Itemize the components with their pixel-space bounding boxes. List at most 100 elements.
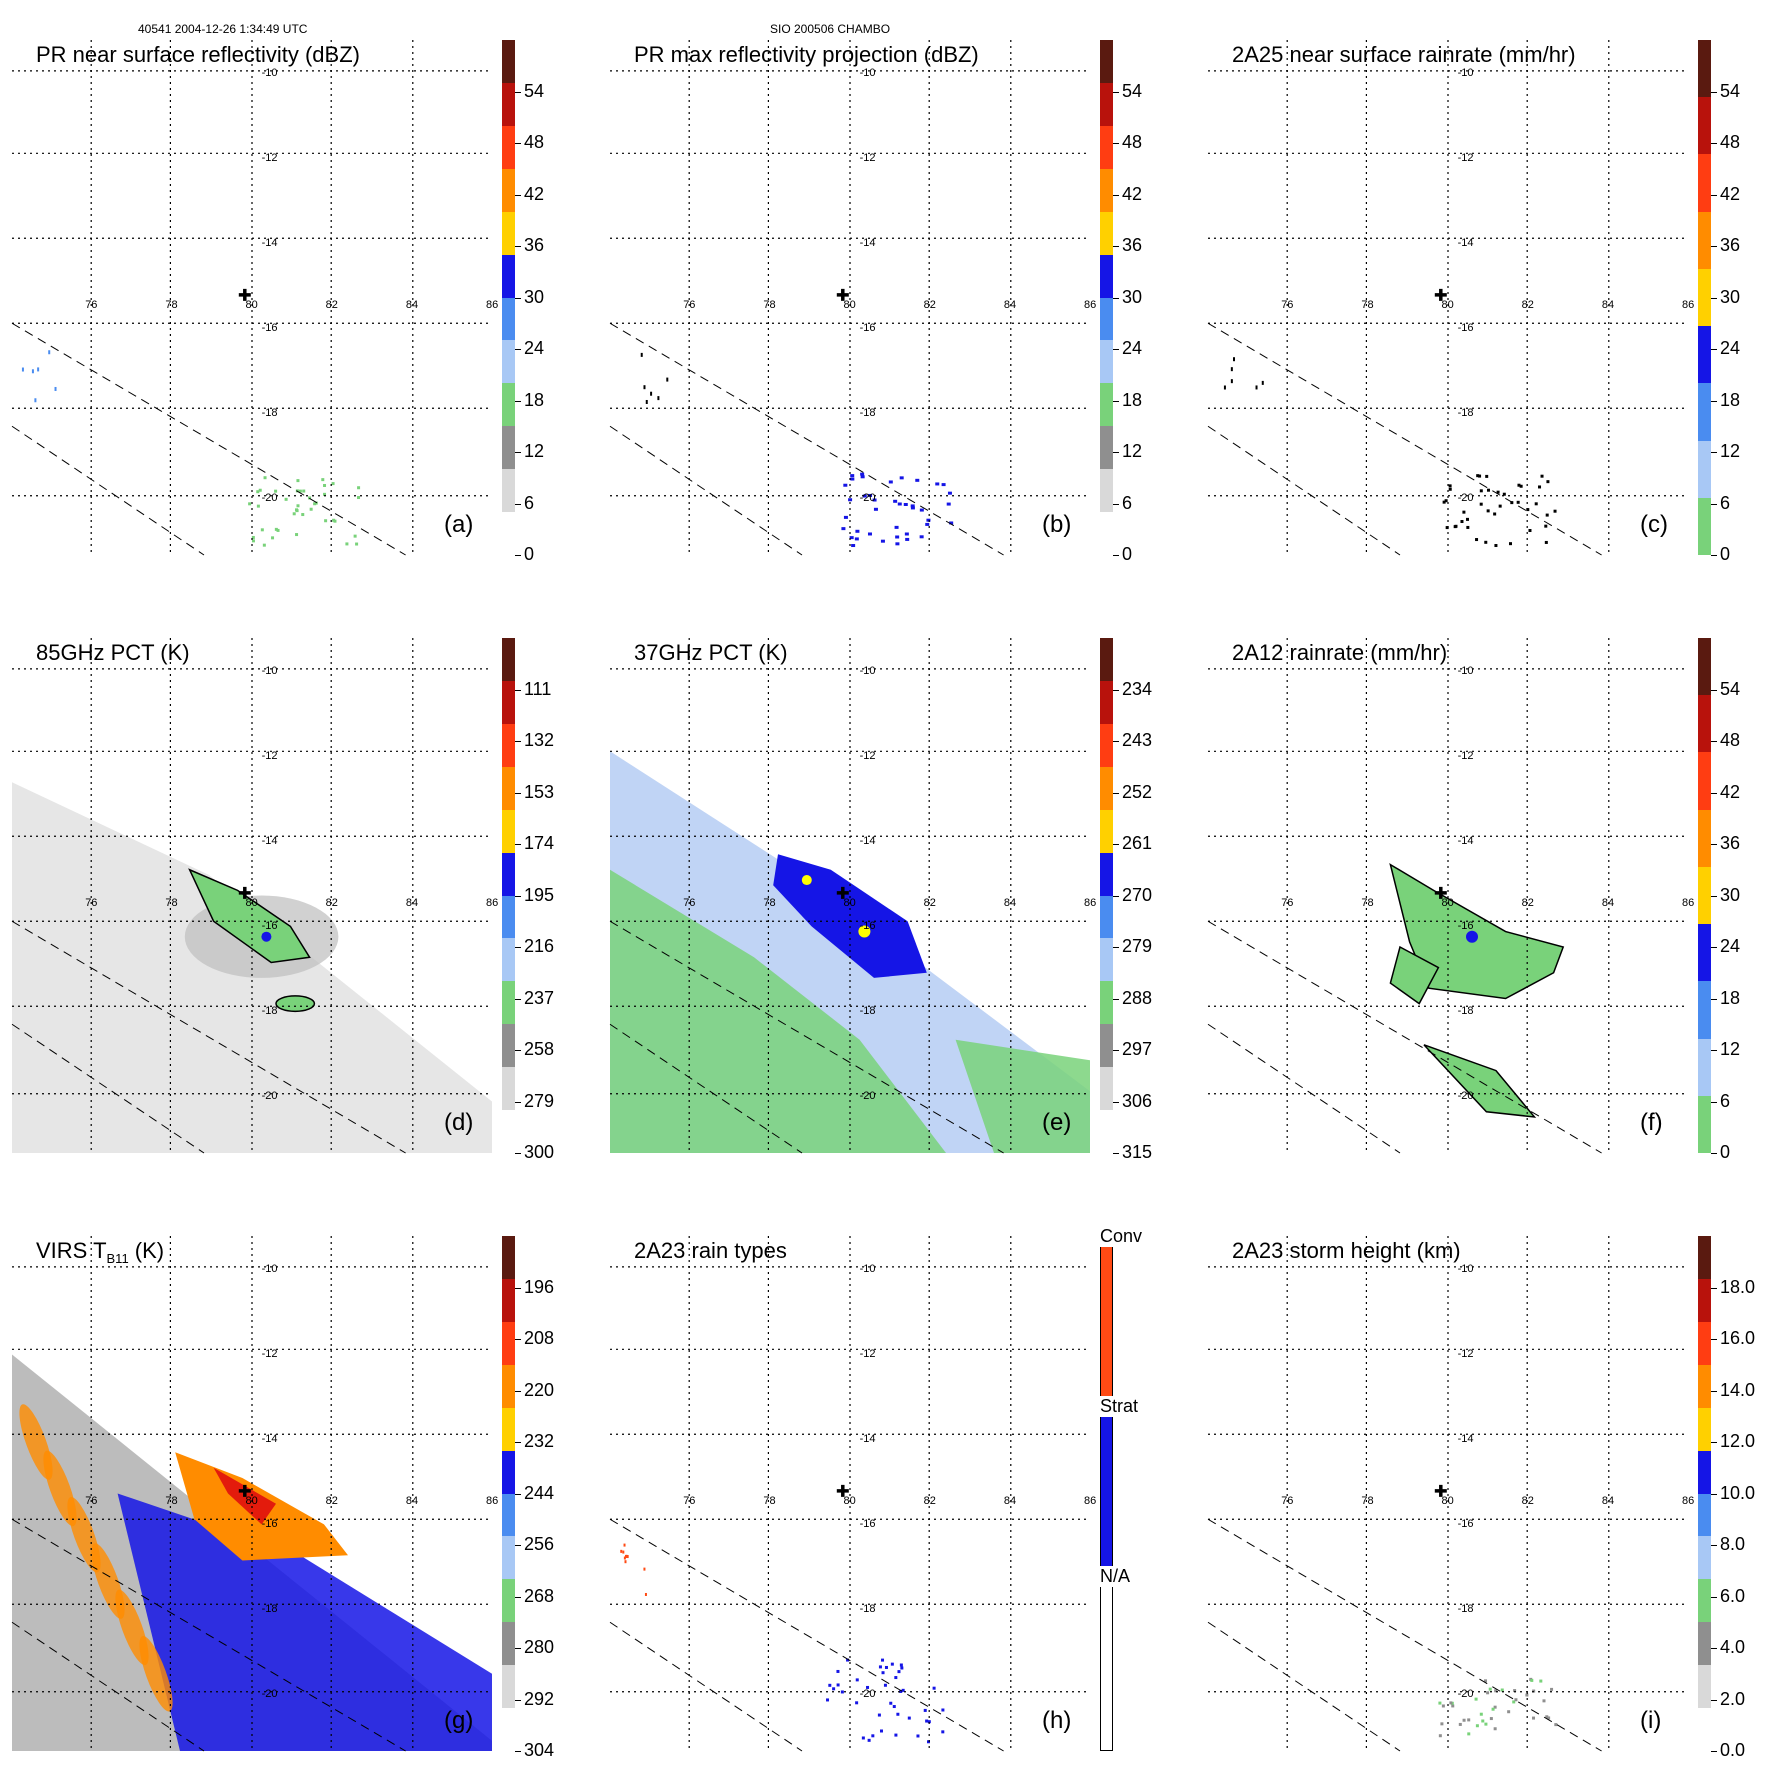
- lon-label: 84: [406, 897, 418, 909]
- colorbar-tick: [515, 503, 521, 505]
- colorbar-segment: [1100, 512, 1113, 556]
- colorbar-segment: [1698, 1095, 1711, 1154]
- colorbar-segment: [1698, 1493, 1711, 1537]
- colorbar-tick-label: 0.0: [1720, 1740, 1746, 1760]
- colorbar-segment: [1698, 1038, 1711, 1097]
- lat-label: -10: [1458, 665, 1474, 677]
- colorbar-tick-label: 208: [524, 1328, 555, 1348]
- colorbar-tick-label: 174: [524, 833, 555, 853]
- colorbar-tick-label: 111: [524, 678, 552, 699]
- lat-label: -20: [860, 1090, 876, 1102]
- map-g: 76 78 80 82 84 86 -10 -12 -14 -16 -18 -20: [11, 1236, 498, 1752]
- colorbar-tick: [515, 1390, 521, 1392]
- colorbar-segment: [502, 383, 515, 427]
- colorbar-tick: [1711, 1648, 1717, 1649]
- colorbar-tick-label: 279: [524, 1090, 555, 1111]
- colorbar-tick: [515, 1648, 521, 1649]
- colorbar-tick: [1711, 689, 1717, 691]
- colorbar-segment: [1100, 981, 1113, 1025]
- colorbar-tick-label: 268: [524, 1585, 555, 1606]
- colorbar-segment: [1100, 852, 1113, 896]
- colorbar-tick: [1711, 452, 1717, 453]
- colorbar-tick: [1711, 1101, 1717, 1103]
- colorbar-tick: [1711, 741, 1717, 742]
- lon-label: 76: [85, 897, 97, 909]
- colorbar-tick: [515, 1545, 521, 1546]
- lat-label: -12: [1458, 750, 1474, 762]
- colorbar-segment: [502, 1236, 515, 1280]
- colorbar-tick: [1711, 1390, 1717, 1392]
- colorbar-tick-label: 304: [524, 1740, 555, 1760]
- colorbar-tick-label: 234: [1122, 678, 1153, 699]
- colorbar-tick: [1711, 1287, 1717, 1289]
- colorbar-tick-label: 306: [1122, 1090, 1153, 1111]
- lat-label: -16: [262, 322, 278, 334]
- lat-label: -14: [262, 237, 278, 249]
- colorbar-tick: [515, 947, 521, 948]
- colorbar-tick-label: 24: [1720, 338, 1741, 358]
- map-a: 76 78 80 82 84 86 -10 -12 -14 -16 -18 -20: [11, 40, 498, 556]
- lat-label: -10: [1458, 67, 1474, 79]
- lon-label: 84: [1602, 897, 1614, 909]
- lat-label: -16: [860, 920, 876, 932]
- colorbar-segment: [502, 1321, 515, 1366]
- lat-label: -18: [1458, 1005, 1474, 1017]
- colorbar-tick: [515, 1596, 521, 1598]
- map-f: 76 78 80 82 84 86 -10 -12 -14 -16 -18 -20: [1207, 638, 1694, 1154]
- colorbar-tick-label: 14.0: [1720, 1379, 1756, 1400]
- colorbar-tick-label: 300: [524, 1142, 555, 1162]
- lat-label: -18: [262, 1603, 278, 1615]
- lat-label: -16: [860, 1518, 876, 1530]
- colorbar-tick-label: 6: [1720, 492, 1731, 513]
- lat-label: -14: [1458, 237, 1474, 249]
- colorbar-tick-label: 288: [1122, 987, 1153, 1008]
- lat-label: -10: [860, 1263, 876, 1275]
- colorbar: 111 132 153 174 195 216 237 258 279 300: [502, 638, 572, 1162]
- colorbar-tick: [515, 349, 521, 350]
- colorbar-tick: [1113, 998, 1119, 1000]
- colorbar: Conv Strat N/A: [1100, 1226, 1170, 1751]
- colorbar-segment: [1100, 1024, 1113, 1068]
- colorbar-tick-label: 54: [1720, 80, 1741, 101]
- colorbar-tick: [1711, 246, 1717, 247]
- lat-label: -12: [1458, 152, 1474, 164]
- panel-title: 37GHz PCT (K): [634, 640, 788, 665]
- colorbar-tick-label: 54: [1122, 80, 1143, 101]
- colorbar-segment: [1698, 695, 1711, 753]
- lon-label: 82: [924, 1495, 936, 1507]
- colorbar-tick: [1711, 297, 1717, 299]
- lat-label: -16: [1458, 920, 1474, 932]
- colorbar-tick-label: 48: [1720, 132, 1741, 152]
- colorbar-tick-label: 18: [1720, 389, 1741, 410]
- panel-label: (b): [1042, 511, 1072, 538]
- lon-label: 84: [406, 1495, 418, 1507]
- panel-label: (d): [444, 1109, 474, 1136]
- storm-center-marker: [1434, 886, 1447, 899]
- lat-label: -16: [262, 920, 278, 932]
- header-orbit-time: 40541 2004-12-26 1:34:49 UTC: [138, 22, 308, 36]
- colorbar-segment: [1698, 1622, 1711, 1666]
- panel-e: 76 78 80 82 84 86 -10 -12 -14 -16 -18 -20 37GHz PCT …: [609, 638, 1165, 1162]
- colorbar-tick-label: 48: [1720, 730, 1741, 750]
- panel-title: PR max reflectivity projection (dBZ): [634, 42, 979, 67]
- lat-label: -20: [1458, 492, 1474, 504]
- lat-label: -14: [1458, 1433, 1474, 1445]
- colorbar-tick: [515, 1101, 521, 1103]
- colorbar-tick-label: 16.0: [1720, 1328, 1756, 1348]
- colorbar-segment: [1698, 154, 1711, 213]
- colorbar-segment: [502, 852, 515, 896]
- lon-label: 76: [683, 897, 695, 909]
- map-e: 76 78 80 82 84 86 -10 -12 -14 -16 -18 -20: [609, 638, 1096, 1154]
- lat-label: -10: [1458, 1263, 1474, 1275]
- storm-center-marker: [238, 288, 251, 301]
- lon-label: 86: [1682, 897, 1694, 909]
- lat-label: -10: [262, 665, 278, 677]
- colorbar-tick: [515, 895, 521, 897]
- lat-label: -20: [1458, 1688, 1474, 1700]
- lon-label: 76: [683, 1495, 695, 1507]
- lat-label: -18: [262, 407, 278, 419]
- lon-label: 80: [1442, 299, 1454, 311]
- lat-label: -20: [1458, 1090, 1474, 1102]
- lon-label: 82: [326, 299, 338, 311]
- colorbar-segment: [1698, 440, 1711, 499]
